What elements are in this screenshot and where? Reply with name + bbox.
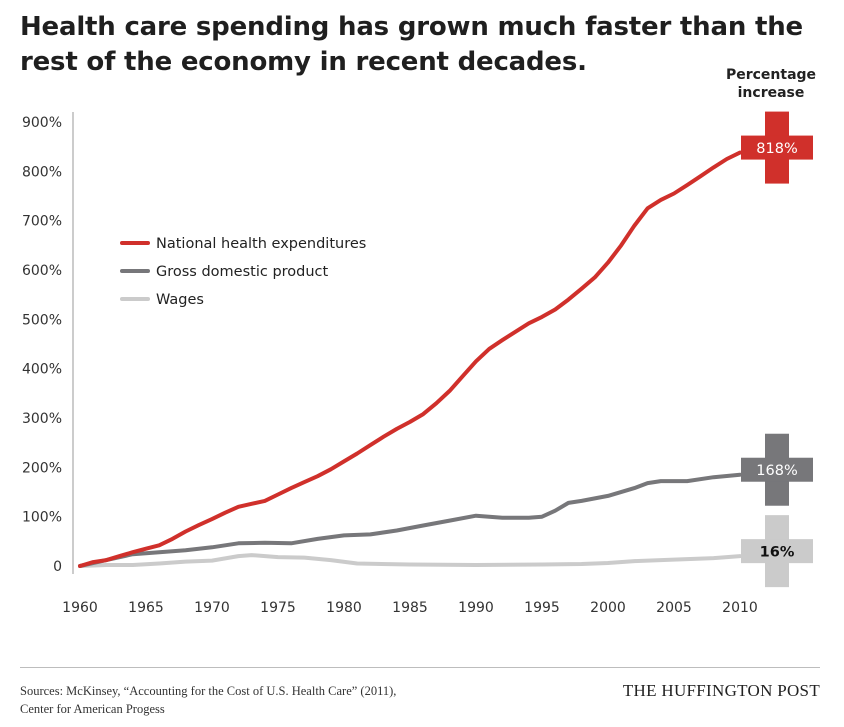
y-tick-label: 100% <box>22 510 62 526</box>
x-tick-label: 2010 <box>722 600 758 616</box>
legend-label: National health expenditures <box>156 236 366 252</box>
sources-note: Sources: McKinsey, “Accounting for the C… <box>20 682 560 718</box>
y-tick-label: 500% <box>22 312 62 328</box>
x-tick-label: 1970 <box>194 600 230 616</box>
x-tick-label: 2000 <box>590 600 626 616</box>
x-tick-label: 1995 <box>524 600 560 616</box>
sources-line-1: Sources: McKinsey, “Accounting for the C… <box>20 684 397 698</box>
y-tick-label: 600% <box>22 263 62 279</box>
x-tick-label: 1960 <box>62 600 98 616</box>
badge-cross-horizontal <box>741 135 813 160</box>
x-tick-label: 1980 <box>326 600 362 616</box>
x-tick-label: 2005 <box>656 600 692 616</box>
chart-title: Health care spending has grown much fast… <box>20 12 803 77</box>
badge-value-label: 168% <box>756 463 797 479</box>
x-tick-label: 1975 <box>260 600 296 616</box>
chart-legend: National health expenditures Gross domest… <box>120 236 366 308</box>
percentage-increase-label: Percentage increase <box>725 67 817 101</box>
y-tick-label: 0 <box>53 559 62 575</box>
x-tick-label: 1985 <box>392 600 428 616</box>
sources-line-2: Center for American Progess <box>20 702 165 716</box>
chart-series-lines <box>78 150 742 568</box>
y-tick-label: 700% <box>22 214 62 230</box>
y-tick-label: 400% <box>22 362 62 378</box>
series-line-wages <box>78 553 742 568</box>
badge-value-label: 818% <box>756 141 797 157</box>
y-tick-label: 900% <box>22 115 62 131</box>
x-tick-label: 1965 <box>128 600 164 616</box>
series-line-gross-domestic-product <box>78 472 742 568</box>
series-line-national-health-expenditures <box>78 150 742 568</box>
y-tick-label: 800% <box>22 164 62 180</box>
footer-divider <box>20 667 820 668</box>
publisher-logo: THE HUFFINGTON POST <box>622 681 820 700</box>
end-value-badges: 818% 168% 16% <box>741 111 813 588</box>
line-chart: 0 100% 200% 300% 400% 500% 600% 700% 800% 900% 196… <box>22 111 813 616</box>
y-tick-label: 300% <box>22 411 62 427</box>
badge-cross-horizontal <box>741 539 813 564</box>
x-tick-label: 1990 <box>458 600 494 616</box>
badge-cross-horizontal <box>741 457 813 482</box>
badge-value-label: 16% <box>760 545 795 561</box>
legend-label: Wages <box>156 292 204 308</box>
legend-label: Gross domestic product <box>156 264 329 280</box>
y-tick-label: 200% <box>22 460 62 476</box>
chart-axes: 0 100% 200% 300% 400% 500% 600% 700% 800% 900% 196… <box>22 112 758 616</box>
